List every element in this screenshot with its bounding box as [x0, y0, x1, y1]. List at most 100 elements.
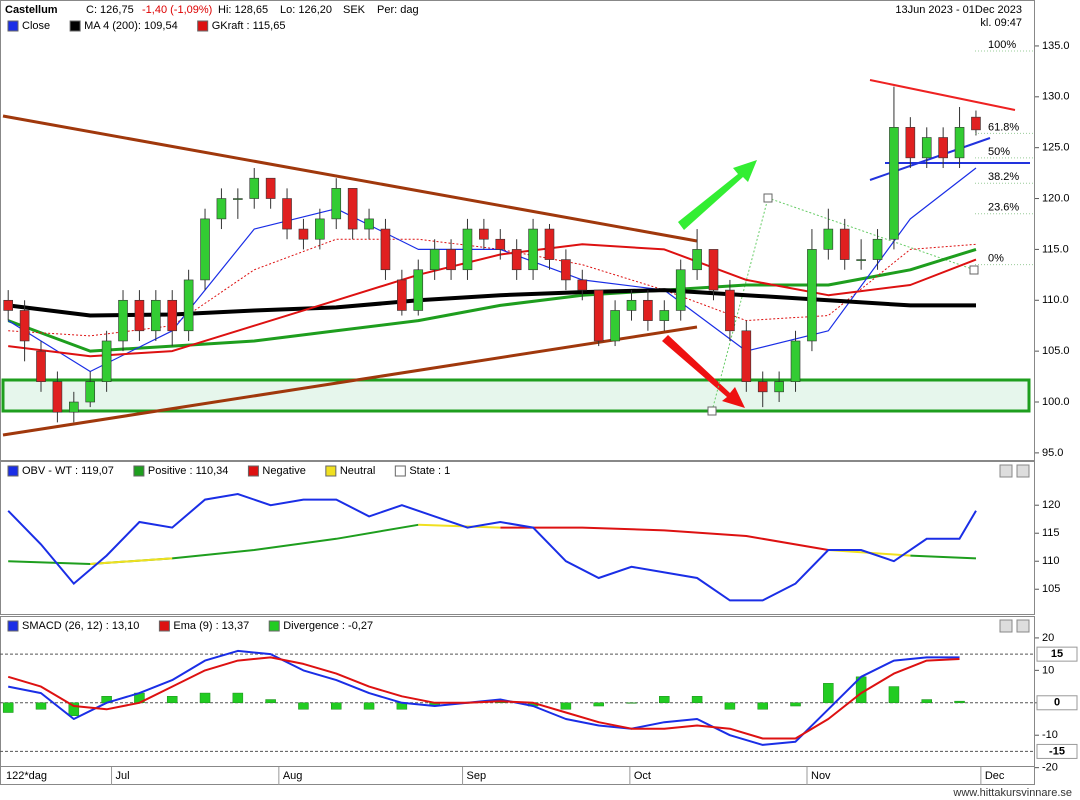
- candle-body: [216, 198, 227, 220]
- x-tick-label: Aug: [283, 770, 303, 782]
- candle-body: [544, 228, 555, 260]
- trendline: [869, 79, 1016, 111]
- high: Hi: 128,65: [218, 4, 268, 16]
- currency: SEK: [343, 4, 366, 16]
- y-tick-label: 110: [1042, 555, 1060, 567]
- trendline: [2, 325, 698, 437]
- y-tick-label: 115: [1042, 527, 1060, 539]
- candle-body: [85, 381, 96, 403]
- candle-body: [265, 177, 276, 199]
- line: [8, 523, 977, 565]
- legend-swatch: [158, 620, 170, 632]
- close-icon[interactable]: [1016, 619, 1030, 633]
- close: C: 126,75: [86, 4, 134, 16]
- divergence-bar: [232, 692, 244, 704]
- fib-label: 23.6%: [988, 202, 1019, 214]
- candle-body: [429, 249, 440, 271]
- arrow-up: [678, 160, 757, 230]
- candle-body: [282, 198, 292, 230]
- candle-body: [938, 137, 948, 159]
- divergence-bar: [757, 702, 768, 710]
- fib-label: 61.8%: [988, 121, 1019, 133]
- legend-swatch: [197, 20, 209, 32]
- fib-label: 38.2%: [988, 171, 1019, 183]
- legend-swatch: [325, 465, 337, 477]
- legend-swatch: [7, 620, 19, 632]
- level-box: [1036, 743, 1078, 759]
- divergence-bar: [265, 699, 276, 704]
- candle-body: [200, 218, 210, 281]
- obv-line: [7, 492, 977, 602]
- fib-label: 50%: [988, 146, 1010, 158]
- candle-body: [757, 381, 768, 393]
- divergence-bar: [790, 702, 801, 707]
- level-box: [1036, 695, 1078, 711]
- date-range: 13Jun 2023 - 01Dec 2023: [895, 4, 1022, 16]
- change: -1,40 (-1,09%): [142, 4, 212, 16]
- main-frame: [0, 0, 1035, 461]
- y-tick-label: 120: [1042, 499, 1060, 511]
- y-tick-label: 125.0: [1042, 142, 1070, 154]
- candle-body: [741, 330, 752, 382]
- date-axis: [0, 766, 1035, 785]
- candle-body: [331, 188, 342, 220]
- divergence-bar: [888, 686, 900, 704]
- y-tick-label: 10: [1042, 664, 1054, 676]
- legend-label: Divergence : -0,27: [283, 620, 373, 632]
- candle-body: [479, 228, 489, 240]
- legend-label: MA 4 (200): 109,54: [84, 20, 178, 32]
- legend-label: SMACD (26, 12) : 13,10: [22, 620, 139, 632]
- candle-body: [118, 299, 128, 342]
- line: [7, 247, 977, 353]
- candle-body: [626, 299, 637, 311]
- legend-label: Negative: [262, 465, 305, 477]
- y-tick-label: 100.0: [1042, 396, 1070, 408]
- legend-label: Neutral: [340, 465, 375, 477]
- candle-body: [692, 249, 702, 271]
- legend-swatch: [7, 465, 19, 477]
- candle-body: [954, 127, 965, 159]
- y-tick-label: 95.0: [1042, 447, 1063, 459]
- level-label: 15: [1051, 648, 1063, 660]
- candle-body: [36, 350, 46, 382]
- settings-icon[interactable]: [999, 619, 1013, 633]
- settings-icon[interactable]: [999, 464, 1013, 478]
- y-tick-label: 115.0: [1042, 243, 1069, 255]
- candle-body: [643, 299, 653, 321]
- divergence-bar: [823, 683, 834, 704]
- obv-frame: [0, 461, 1035, 615]
- divergence-bar: [954, 700, 965, 704]
- candle-body: [971, 116, 981, 131]
- x-tick-label: Sep: [467, 770, 487, 782]
- legend-swatch: [133, 465, 145, 477]
- y-tick-label: -10: [1042, 729, 1058, 741]
- candle-body: [511, 249, 522, 271]
- legend-label: Close: [22, 20, 50, 32]
- candle-body: [101, 340, 112, 382]
- candle-body: [790, 340, 801, 382]
- candle-body: [298, 228, 309, 240]
- close-icon[interactable]: [1016, 464, 1030, 478]
- candle-body: [347, 188, 358, 230]
- handle: [763, 193, 773, 203]
- divergence-bar: [199, 692, 211, 704]
- candle-body: [708, 249, 719, 291]
- divergence-bar: [298, 702, 309, 710]
- divergence-bar: [921, 699, 932, 704]
- divergence-bar: [2, 702, 14, 713]
- candle-body: [807, 249, 817, 342]
- candle-body: [52, 381, 63, 413]
- candle-body: [725, 289, 735, 332]
- trendline: [2, 114, 698, 243]
- level-label: 0: [1054, 697, 1060, 709]
- divergence-bar: [659, 696, 670, 704]
- divergence-bar: [331, 702, 342, 710]
- candle-body: [380, 228, 391, 271]
- candle-body: [577, 279, 588, 291]
- divergence-bar: [626, 702, 637, 704]
- candle-body: [397, 279, 407, 311]
- handle: [707, 406, 717, 416]
- x-tick-label: Jul: [116, 770, 130, 782]
- legend-swatch: [394, 465, 406, 477]
